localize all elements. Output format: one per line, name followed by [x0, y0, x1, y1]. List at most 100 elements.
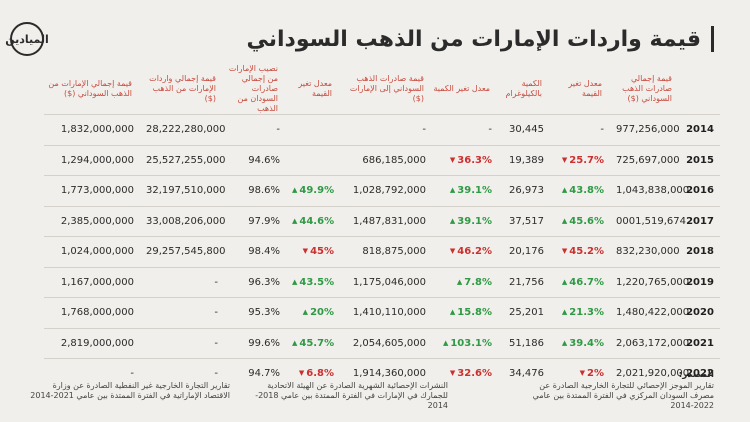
- cell-qty-change: 39.1%: [432, 205, 498, 237]
- table-row: 1,773,000,00032,197,510,00098.6%49.9%1,0…: [44, 175, 720, 206]
- cell-qty-change: 7.8%: [432, 266, 498, 298]
- cell-sudan-total-exports: 1,480,422,000: [610, 297, 689, 328]
- cell-qty-change: 32.6%: [432, 358, 498, 389]
- source-note-2: النشرات الإحصائية الشهرية الصادرة عن اله…: [255, 381, 448, 410]
- cell-uae-total-gold: 28,222,280,000: [140, 114, 226, 145]
- cell-qty-change: 15.8%: [432, 297, 498, 328]
- cell-value-change: 43.8%: [550, 175, 610, 206]
- cell-sudan-share: 98.6%: [224, 175, 286, 206]
- cell-exports-to-uae: 1,914,360,000: [340, 358, 432, 389]
- cell-sudan-total-exports: 2,063,172,000: [610, 327, 689, 359]
- cell-value-change: 21.3%: [550, 297, 610, 328]
- cell-quantity: 34,476: [498, 358, 550, 389]
- title-accent-bar: [711, 26, 714, 52]
- cell-qty-change: 36.3%: [432, 144, 498, 176]
- cell-uae-total-gold: 33,008,206,000: [140, 205, 226, 237]
- source-note-3: تقارير التجارة الخارجية غير النفطية الصا…: [30, 381, 230, 400]
- source-note-1: تقارير الموجز الإحصائي للتجارة الخارجية …: [532, 381, 714, 410]
- cell-value-change-uae: 6.8%: [286, 358, 340, 389]
- cell-uae-total-gold: -: [140, 327, 224, 359]
- cell-value-change-uae: 43.5%: [286, 266, 340, 298]
- cell-value-change-uae: 44.6%: [286, 205, 340, 237]
- cell-uae-total-sudan: 2,385,000,000: [44, 205, 140, 237]
- gold-imports-table: قيمة إجمالي الإمارات من الذهب السوداني (…: [44, 64, 720, 389]
- cell-sudan-share: 96.3%: [224, 266, 286, 298]
- page-title: قيمة واردات الإمارات من الذهب السوداني: [246, 26, 701, 52]
- cell-quantity: 51,186: [498, 327, 550, 359]
- cell-uae-total-sudan: 1,294,000,000: [44, 144, 140, 176]
- table-row: 2,819,000,000-99.6%45.7%2,054,605,000103…: [44, 327, 720, 359]
- cell-quantity: 25,201: [498, 297, 550, 328]
- cell-year: 2016: [680, 175, 720, 206]
- col-header-uae-total-gold: قيمة إجمالي واردات الإمارات من الذهب ($): [149, 74, 216, 103]
- col-header-sudan-share: نصيب الإمارات من إجمالي صادرات السودان م…: [228, 64, 278, 113]
- cell-uae-total-sudan: 1,773,000,000: [44, 175, 140, 206]
- cell-sudan-total-exports: 2,021,920,000: [610, 358, 689, 389]
- cell-qty-change: 39.1%: [432, 175, 498, 206]
- source-label: المصدر:: [678, 370, 714, 380]
- col-header-qty-change: معدل تغير الكمية: [433, 84, 490, 93]
- table-row: --94.7%6.8%1,914,360,00032.6%34,4762%2,0…: [44, 358, 720, 389]
- table-row: 1,768,000,000-95.3%20%1,410,110,00015.8%…: [44, 297, 720, 328]
- cell-uae-total-sudan: 1,024,000,000: [44, 236, 140, 267]
- cell-uae-total-gold: -: [140, 297, 224, 328]
- cell-value-change-uae: 49.9%: [286, 175, 340, 206]
- cell-qty-change: 46.2%: [432, 236, 498, 267]
- cell-sudan-total-exports: 1,043,838,000: [610, 175, 689, 206]
- table-row: 1,294,000,000 25,527,255,000 94.6% 686,185,…: [44, 144, 720, 176]
- cell-uae-total-gold: -: [140, 358, 224, 389]
- cell-uae-total-sudan: 1,832,000,000: [44, 114, 140, 145]
- cell-exports-to-uae: 1,487,831,000: [340, 205, 432, 237]
- col-header-exports-to-uae: قيمة صادرات الذهب السوداني إلى الإمارات …: [349, 74, 424, 103]
- col-header-year: [680, 64, 720, 115]
- cell-uae-total-sudan: 1,768,000,000: [44, 297, 140, 328]
- cell-exports-to-uae: 2,054,605,000: [340, 327, 432, 359]
- cell-uae-total-gold: 25,527,255,000: [140, 144, 226, 176]
- cell-exports-to-uae: -: [340, 114, 432, 145]
- col-header-uae-total-sudan: قيمة إجمالي الإمارات من الذهب السوداني (…: [48, 79, 132, 98]
- cell-sudan-total-exports: 0001,519,674: [610, 205, 686, 237]
- cell-value-change: 39.4%: [550, 327, 610, 359]
- table-row: 2,385,000,00033,008,206,00097.9%44.6%1,4…: [44, 205, 720, 237]
- cell-value-change: -: [550, 114, 610, 145]
- col-header-value-change-uae: معدل تغير القيمة: [298, 79, 332, 98]
- cell-year: 2020: [680, 297, 720, 328]
- col-header-sudan-total-exports: قيمة إجمالي صادرات الذهب السوداني ($): [622, 74, 672, 103]
- cell-exports-to-uae: 686,185,000: [340, 144, 432, 176]
- cell-value-change-uae: [286, 144, 340, 176]
- cell-sudan-share: 94.7%: [224, 358, 286, 389]
- table-row: 1,024,000,00029,257,545,80098.4%45%818,8…: [44, 236, 720, 267]
- table-row: 1,832,000,000 28,222,280,000- - -30,445-977…: [44, 114, 720, 145]
- cell-sudan-share: 94.6%: [224, 144, 286, 176]
- cell-value-change-uae: 45%: [286, 236, 340, 267]
- cell-year: 2018: [680, 236, 720, 267]
- cell-quantity: 26,973: [498, 175, 550, 206]
- cell-uae-total-sudan: -: [44, 358, 140, 389]
- cell-sudan-total-exports: 832,230,000: [610, 236, 680, 267]
- cell-year: 2021: [680, 327, 720, 359]
- cell-uae-total-gold: 29,257,545,800: [140, 236, 226, 267]
- cell-year: 2014: [680, 114, 720, 145]
- col-header-quantity: الكمية بالكيلوغرام: [505, 79, 543, 98]
- cell-qty-change: -: [432, 114, 498, 145]
- cell-value-change-uae: 20%: [286, 297, 340, 328]
- brand-logo: الميادين: [5, 22, 49, 56]
- cell-uae-total-gold: -: [140, 266, 224, 298]
- cell-sudan-share: 97.9%: [224, 205, 286, 237]
- cell-quantity: 37,517: [498, 205, 550, 237]
- cell-quantity: 19,389: [498, 144, 550, 176]
- col-header-value-change: معدل تغير القيمة: [568, 79, 602, 98]
- cell-qty-change: 103.1%: [432, 327, 498, 359]
- cell-sudan-total-exports: 1,220,765,000: [610, 266, 689, 298]
- title-bar: قيمة واردات الإمارات من الذهب السوداني: [246, 26, 714, 52]
- cell-exports-to-uae: 818,875,000: [340, 236, 432, 267]
- cell-value-change: 45.6%: [550, 205, 610, 237]
- cell-exports-to-uae: 1,028,792,000: [340, 175, 432, 206]
- cell-sudan-total-exports: 977,256,000: [610, 114, 680, 145]
- cell-year: 2019: [680, 266, 720, 298]
- cell-quantity: 21,756: [498, 266, 550, 298]
- cell-value-change-uae: 45.7%: [286, 327, 340, 359]
- cell-value-change: 45.2%: [550, 236, 610, 267]
- cell-uae-total-gold: 32,197,510,000: [140, 175, 226, 206]
- cell-uae-total-sudan: 2,819,000,000: [44, 327, 140, 359]
